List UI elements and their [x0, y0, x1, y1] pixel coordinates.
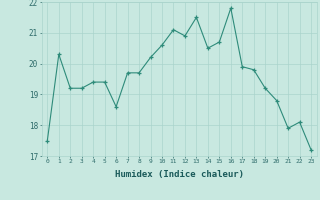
X-axis label: Humidex (Indice chaleur): Humidex (Indice chaleur) [115, 170, 244, 179]
